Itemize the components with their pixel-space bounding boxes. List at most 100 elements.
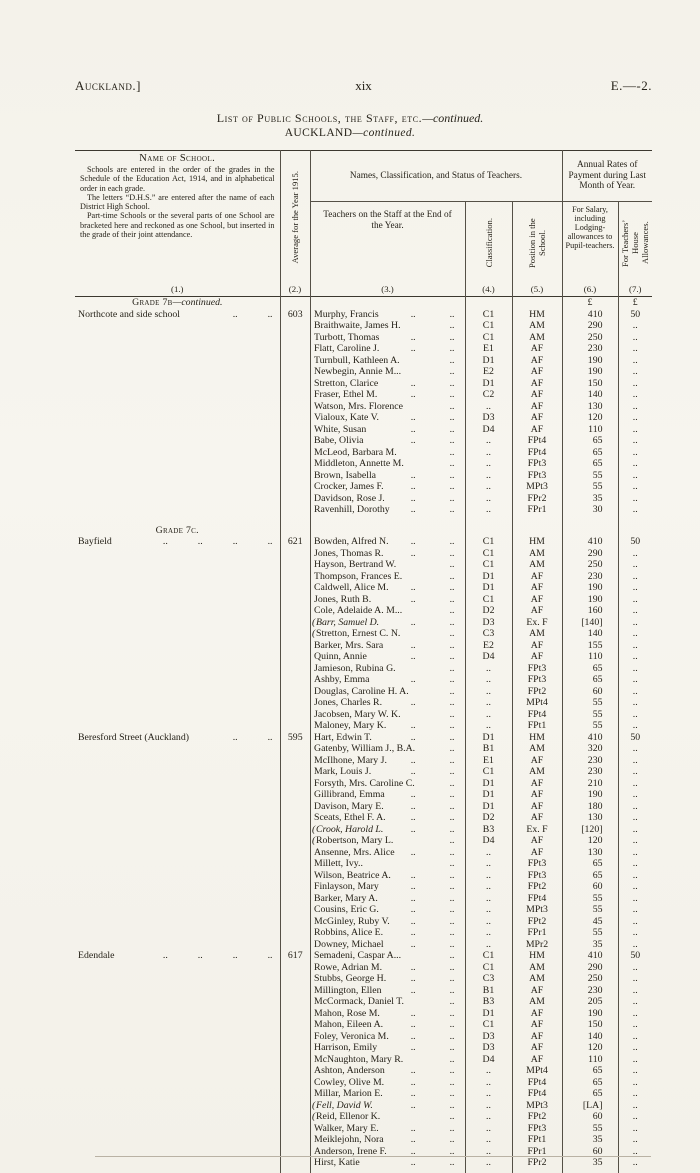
dot-leader: .. xyxy=(449,789,455,800)
dot-leader: .. xyxy=(410,469,416,481)
position-cell: AF xyxy=(511,366,562,378)
school-cell xyxy=(75,548,280,560)
teacher-name-cell: Jones, Charles R..... xyxy=(310,697,465,709)
teacher-row: White, Susan.... D4 AF 110.. xyxy=(75,423,652,435)
teacher-row: Mark, Louis J..... C1 AM 230.. xyxy=(75,766,652,778)
average-cell xyxy=(279,435,310,447)
classification-cell: D2 xyxy=(464,812,512,824)
teacher-row: (Crook, Harold L..... B3 Ex. F [120].. xyxy=(75,823,652,835)
classification-cell: D1 xyxy=(464,377,512,389)
teacher-row: Gatenby, William J., B.A... B1 AM 320.. xyxy=(75,743,652,755)
classification-cell: C2 xyxy=(464,389,512,401)
dot-leader: .. xyxy=(449,662,455,674)
dot-leader: .. xyxy=(449,1030,455,1042)
dot-leader: .. xyxy=(449,904,455,915)
dot-leader: .. xyxy=(410,754,416,766)
position-cell: FPt4 xyxy=(511,892,562,904)
dot-leader: .. xyxy=(410,536,416,547)
average-cell xyxy=(279,354,310,366)
teacher-row: Jones, Thomas R..... C1 AM 290.. xyxy=(75,547,652,560)
teacher-row: Foley, Veronica M..... D3 AF 140.. xyxy=(75,1030,652,1042)
position-cell: HM xyxy=(511,536,562,548)
school-cell xyxy=(75,686,280,698)
salary-cell: 290 xyxy=(561,547,618,559)
dot-leader: .. xyxy=(449,1111,455,1122)
position-cell: AM xyxy=(511,996,562,1008)
dot-leader: .. xyxy=(449,582,455,593)
position-cell: FPt1 xyxy=(511,720,562,732)
dot-leader: .. xyxy=(410,308,416,320)
dot-leader: .. xyxy=(410,377,416,389)
average-cell: 595 xyxy=(279,731,310,743)
position-cell: AF xyxy=(511,423,562,435)
salary-cell: 55 xyxy=(561,697,618,709)
dot-leader: .. xyxy=(410,481,416,492)
teacher-name: McIlhone, Mary J. xyxy=(314,754,387,766)
dot-leader: .. xyxy=(410,1088,416,1099)
salary-cell: 140 xyxy=(561,1030,618,1042)
average-cell xyxy=(279,674,310,686)
school-cell xyxy=(75,1088,280,1100)
position-cell: AF xyxy=(511,1030,562,1042)
house-allowance-cell: .. xyxy=(617,1088,652,1100)
position-cell: AM xyxy=(511,961,562,973)
classification-cell: D4 xyxy=(464,423,512,435)
classification-cell: .. xyxy=(464,869,512,881)
dot-leader: .. xyxy=(410,1030,416,1042)
classification-cell: .. xyxy=(464,915,512,927)
position-cell: Ex. F xyxy=(511,616,562,628)
teacher-name-cell: Hart, Edwin T..... xyxy=(310,731,465,743)
dot-leader: .. xyxy=(449,492,455,504)
teacher-name: Mark, Louis J. xyxy=(314,766,372,777)
position-cell xyxy=(511,524,562,536)
salary-cell: 55 xyxy=(561,481,618,493)
school-cell xyxy=(75,1157,280,1169)
house-allowance-cell: 50 xyxy=(617,308,652,320)
house-allowance-cell: .. xyxy=(617,881,652,893)
dot-leader: .. xyxy=(449,754,455,766)
position-cell: FPt2 xyxy=(511,685,562,697)
teacher-name-cell: Maloney, Mary K..... xyxy=(310,720,465,732)
teacher-name: Crook, Harold L. xyxy=(316,823,384,835)
house-allowance-cell: .. xyxy=(617,766,652,778)
house-allowance-cell: .. xyxy=(617,1134,652,1146)
school-cell xyxy=(75,812,280,824)
school-cell xyxy=(75,858,280,870)
salary-cell: [140] xyxy=(561,616,618,628)
position-cell: AF xyxy=(511,777,562,789)
teacher-name: Hayson, Bertrand W. xyxy=(314,559,397,570)
teacher-name: Thompson, Frances E. xyxy=(314,570,403,582)
teacher-row: Ravenhill, Dorothy...... FPr1 30.. xyxy=(75,504,652,516)
teacher-name: Barker, Mrs. Sara xyxy=(314,639,384,651)
dot-leader: .. xyxy=(449,674,455,685)
dot-leader: .. xyxy=(267,731,273,743)
house-allowance-cell: .. xyxy=(617,697,652,709)
classification-cell: .. xyxy=(464,881,512,893)
teacher-row: Ashton, Anderson...... MPt4 65.. xyxy=(75,1065,652,1077)
teacher-name-cell: Crocker, James F..... xyxy=(310,481,465,493)
position-cell: FPt3 xyxy=(511,458,562,470)
classification-cell: .. xyxy=(464,1065,512,1077)
dot-leader: .. xyxy=(410,651,416,662)
col-header-salary: For Salary, including Lodging-allowances… xyxy=(561,201,618,297)
salary-cell: 30 xyxy=(561,504,618,516)
average-cell xyxy=(279,492,310,504)
house-allowance-cell: .. xyxy=(617,662,652,674)
salary-cell: 410 xyxy=(561,950,618,962)
teacher-row: Jones, Ruth B..... C1 AF 190.. xyxy=(75,593,652,605)
section-spacer-row xyxy=(75,515,652,525)
teacher-name: Barker, Mary A. xyxy=(314,892,378,904)
teacher-name-cell: Jones, Thomas R..... xyxy=(310,547,465,559)
teacher-name-cell: McIlhone, Mary J..... xyxy=(310,754,465,766)
dot-leader: .. xyxy=(232,731,238,743)
bracket-mark: ( xyxy=(312,616,316,628)
dot-leader: .. xyxy=(449,423,455,435)
salary-cell: 120 xyxy=(561,835,618,847)
dot-leader: .. xyxy=(449,1042,455,1053)
teacher-name: Harrison, Emily xyxy=(314,1042,378,1053)
salary-cell: 35 xyxy=(561,492,618,504)
col-header-classification: Classification. (4.) xyxy=(464,201,512,297)
position-cell: FPt3 xyxy=(511,1122,562,1134)
teacher-row: McCormack, Daniel T... B3 AM 205.. xyxy=(75,996,652,1008)
teacher-row: Meiklejohn, Nora...... FPt1 35.. xyxy=(75,1134,652,1146)
